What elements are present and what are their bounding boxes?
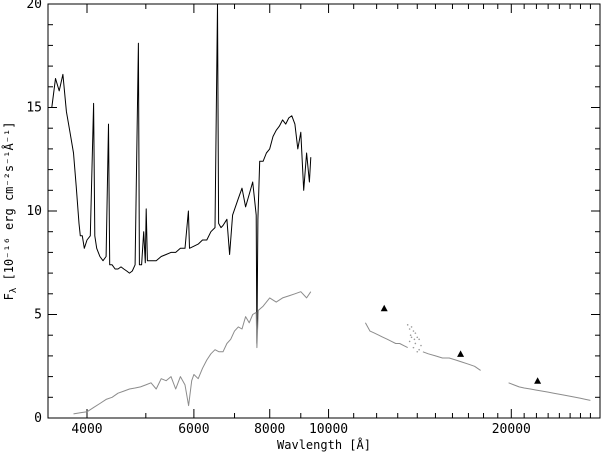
photometry-triangle-marker <box>534 377 542 384</box>
scatter-point <box>406 324 409 326</box>
scatter-point <box>418 338 420 341</box>
scatter-point <box>410 336 413 339</box>
y-axis-label-main: F <box>2 293 16 300</box>
scatter-point <box>413 338 416 341</box>
x-tick-label: 8000 <box>254 422 285 437</box>
photometry-triangle-marker <box>457 350 465 357</box>
plot-frame <box>47 3 601 419</box>
y-tick-label: 0 <box>34 411 42 426</box>
scatter-point <box>420 344 422 347</box>
y-axis-label: Fλ [10⁻¹⁶ erg cm⁻²s⁻¹Å⁻¹] <box>1 122 19 301</box>
axis-ticks <box>48 3 600 419</box>
series-layer <box>51 3 591 415</box>
scatter-point <box>416 350 419 353</box>
y-tick-label: 5 <box>34 308 42 323</box>
x-tick-label: 6000 <box>178 422 209 437</box>
x-tick-label: 4000 <box>71 422 102 437</box>
spectrum-series-2 <box>364 322 408 349</box>
scatter-point <box>408 340 411 343</box>
y-tick-label: 15 <box>26 101 42 116</box>
y-tick-label: 20 <box>26 0 42 12</box>
x-tick-label: 20000 <box>492 422 531 437</box>
scatter-point <box>412 330 415 332</box>
spectrum-series-0 <box>51 3 312 344</box>
y-axis-label-units: [10⁻¹⁶ erg cm⁻²s⁻¹Å⁻¹] <box>1 122 16 288</box>
scatter-point <box>414 342 417 345</box>
x-tick-label: 10000 <box>309 422 348 437</box>
scatter-point <box>412 346 415 349</box>
scatter-point <box>409 334 412 337</box>
scatter-point <box>410 326 413 328</box>
spectrum-series-5 <box>508 382 591 401</box>
spectrum-series-1 <box>73 291 312 415</box>
tick-labels: 4000 6000 8000 10000 20000 0 5 10 15 20 <box>26 0 531 437</box>
y-axis-label-subscript: λ <box>9 287 19 293</box>
scatter-point <box>418 348 420 351</box>
x-axis-label: Wavlength [Å] <box>277 437 371 452</box>
photometry-triangle-marker <box>380 304 388 312</box>
scatter-point <box>408 328 411 330</box>
y-tick-label: 10 <box>26 204 42 219</box>
spectrum-series-3 <box>422 351 481 371</box>
scatter-point <box>416 336 419 339</box>
scatter-point <box>414 332 417 334</box>
